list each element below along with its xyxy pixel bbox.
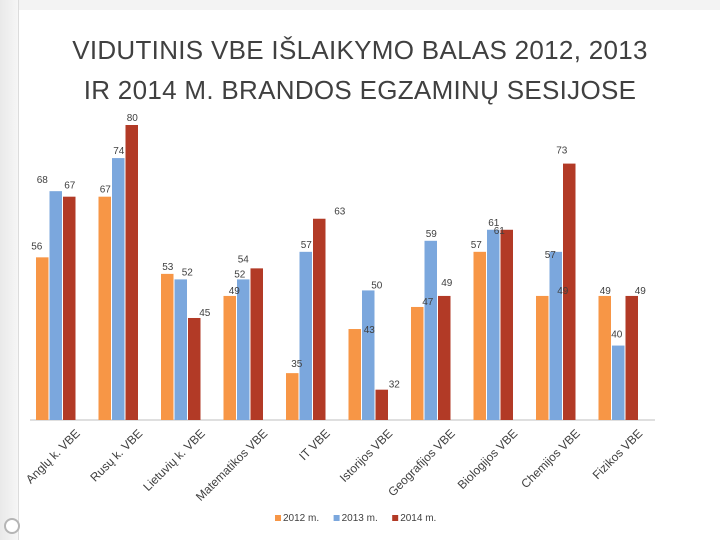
- value-label: 49: [441, 278, 453, 289]
- bar-2012m-5: [348, 329, 361, 420]
- value-label: 57: [471, 240, 483, 251]
- bar-2014m-3: [250, 268, 263, 420]
- legend-label: 2012 m.: [283, 513, 319, 524]
- bar-2013m-2: [174, 279, 187, 420]
- bar-2014m-4: [313, 218, 326, 420]
- value-label: 45: [199, 308, 211, 319]
- value-label: 35: [291, 359, 303, 370]
- bar-2014m-7: [500, 229, 513, 420]
- bar-2014m-9: [625, 295, 638, 420]
- bar-2012m-7: [473, 251, 486, 420]
- bar-2014m-6: [438, 295, 451, 420]
- value-label: 49: [557, 286, 569, 297]
- value-labels-group: 56 68 67 67 74 80 53 52 45 49 52 54 35 57 63 43 50 32 47 59…: [31, 113, 646, 391]
- value-label: 67: [100, 185, 112, 196]
- value-label: 53: [162, 262, 174, 273]
- slide-left-band: [0, 0, 19, 540]
- bar-2013m-5: [362, 290, 375, 420]
- legend: 2012 m. 2013 m. 2014 m.: [275, 513, 436, 524]
- bar-2012m-8: [536, 295, 549, 420]
- category-label: Chemijos VBE: [518, 426, 583, 491]
- bar-2013m-6: [424, 240, 437, 420]
- value-label: 74: [113, 146, 125, 157]
- bar-2013m-9: [612, 345, 625, 420]
- value-label: 68: [37, 175, 49, 186]
- category-label: Geografijos VBE: [385, 426, 458, 499]
- category-label: Rusų k. VBE: [87, 426, 145, 484]
- bar-2014m-5: [375, 389, 388, 420]
- bar-2013m-0: [49, 191, 62, 420]
- legend-swatch: [275, 515, 281, 521]
- value-label: 47: [422, 297, 434, 308]
- slide-top-band: [0, 0, 720, 10]
- value-label: 59: [426, 229, 438, 240]
- bar-2013m-1: [112, 158, 125, 420]
- bar-2014m-1: [125, 125, 138, 420]
- bar-2014m-0: [63, 196, 76, 420]
- bar-2014m-2: [188, 317, 201, 420]
- bar-2012m-2: [161, 273, 174, 420]
- category-label: Fizikos VBE: [590, 426, 646, 482]
- value-label: 63: [334, 207, 346, 218]
- value-label: 67: [64, 181, 76, 192]
- value-label: 54: [238, 254, 250, 265]
- value-label: 49: [229, 286, 241, 297]
- bar-2012m-6: [411, 306, 424, 420]
- category-label: Istorijos VBE: [337, 426, 395, 484]
- bar-2012m-3: [223, 295, 236, 420]
- value-label: 61: [494, 226, 506, 237]
- value-label: 32: [389, 380, 401, 391]
- category-label: IT VBE: [296, 426, 333, 463]
- category-label: Lietuvių k. VBE: [140, 426, 207, 493]
- value-label: 50: [371, 280, 383, 291]
- value-label: 49: [600, 286, 612, 297]
- value-label: 49: [635, 286, 647, 297]
- value-label: 61: [488, 218, 500, 229]
- value-label: 57: [545, 250, 557, 261]
- legend-swatch: [392, 515, 399, 521]
- category-label: Biologijos VBE: [455, 426, 521, 492]
- legend-label: 2014 m.: [400, 513, 436, 524]
- value-label: 80: [127, 113, 139, 124]
- value-label: 73: [556, 146, 568, 157]
- bars-group: [36, 125, 638, 420]
- title-line-1: VIDUTINIS VBE IŠLAIKYMO BALAS 2012, 2013: [72, 35, 648, 65]
- slide-title: VIDUTINIS VBE IŠLAIKYMO BALAS 2012, 2013…: [20, 30, 700, 110]
- bar-2012m-4: [286, 373, 299, 420]
- legend-label: 2013 m.: [342, 513, 378, 524]
- bar-2014m-8: [563, 163, 576, 420]
- value-label: 57: [301, 240, 313, 251]
- value-label: 52: [234, 269, 246, 280]
- bar-2012m-1: [98, 196, 111, 420]
- bar-2013m-4: [299, 251, 312, 420]
- value-label: 52: [182, 267, 194, 278]
- bar-2013m-3: [237, 279, 250, 420]
- legend-swatch: [333, 515, 340, 521]
- category-label: Anglų k. VBE: [23, 426, 83, 486]
- bar-2013m-7: [487, 229, 500, 420]
- title-line-2: IR 2014 M. BRANDOS EGZAMINŲ SESIJOSE: [83, 75, 637, 105]
- bar-2012m-9: [598, 295, 611, 420]
- bar-2012m-0: [36, 257, 49, 420]
- bar-2013m-8: [549, 251, 562, 420]
- value-label: 40: [611, 330, 623, 341]
- value-label: 43: [364, 325, 376, 336]
- decorative-ring-icon: [4, 518, 20, 534]
- value-label: 56: [31, 241, 43, 252]
